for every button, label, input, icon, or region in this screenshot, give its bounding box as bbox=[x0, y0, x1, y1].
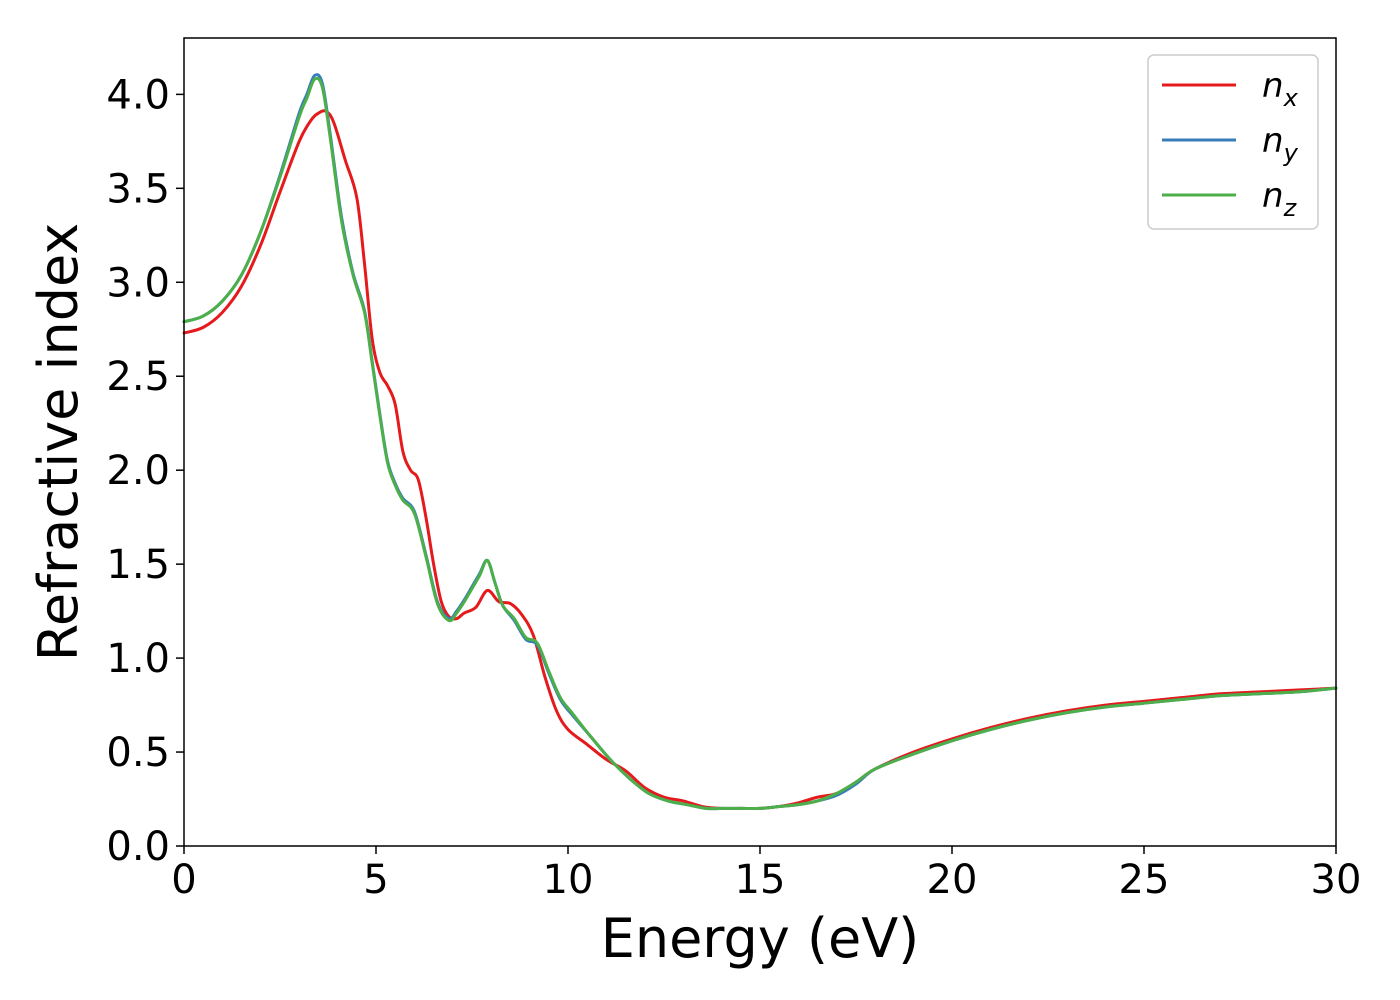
series-line-nz bbox=[182, 76, 1338, 811]
y-tick-label: 1.5 bbox=[106, 542, 170, 588]
series-layer bbox=[182, 73, 1338, 811]
x-tick-label: 10 bbox=[543, 857, 594, 903]
x-tick-label: 25 bbox=[1119, 857, 1170, 903]
x-axis-label: Energy (eV) bbox=[601, 907, 920, 970]
y-axis-label: Refractive index bbox=[27, 223, 90, 662]
legend-label-ny: ny bbox=[1262, 121, 1299, 167]
ticks-layer: 0 5 10 15 20 25 30 0.0 0.5 1.0 1.5 2.0 2.5 3.0 3.5 4.0 bbox=[106, 72, 1361, 903]
x-tick-label: 20 bbox=[927, 857, 978, 903]
y-tick-label: 2.5 bbox=[106, 354, 170, 400]
x-tick-label: 0 bbox=[171, 857, 196, 903]
y-tick-label: 0.0 bbox=[106, 824, 170, 870]
x-tick-label: 30 bbox=[1311, 857, 1362, 903]
legend-box bbox=[1147, 54, 1319, 230]
y-tick-label: 3.5 bbox=[106, 166, 170, 212]
x-tick-label: 5 bbox=[363, 857, 388, 903]
y-tick-label: 4.0 bbox=[106, 72, 170, 118]
x-tick-label: 15 bbox=[735, 857, 786, 903]
y-tick-label: 2.0 bbox=[106, 448, 170, 494]
series-line-nx bbox=[182, 109, 1338, 811]
y-tick-label: 3.0 bbox=[106, 260, 170, 306]
y-tick-label: 1.0 bbox=[106, 636, 170, 682]
y-tick-label: 0.5 bbox=[106, 730, 170, 776]
